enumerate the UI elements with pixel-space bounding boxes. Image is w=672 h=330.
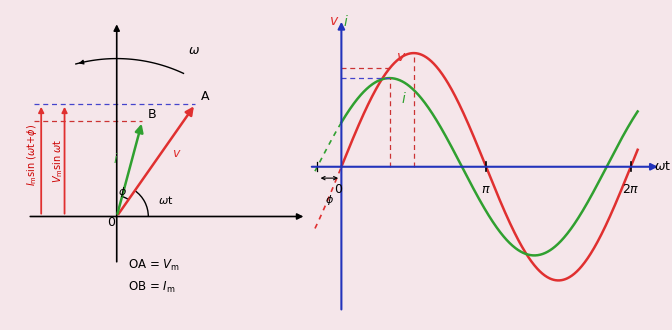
- Text: A: A: [201, 90, 210, 103]
- Text: 0: 0: [107, 216, 115, 229]
- Text: $V_{\rm m}\sin\,\omega$t: $V_{\rm m}\sin\,\omega$t: [51, 138, 65, 182]
- Text: $\phi$: $\phi$: [325, 193, 334, 207]
- Text: $\omega$t: $\omega$t: [655, 160, 671, 173]
- Text: OB = $I_{\rm m}$: OB = $I_{\rm m}$: [128, 280, 175, 295]
- Text: $\omega$: $\omega$: [188, 45, 200, 57]
- Text: $\phi$: $\phi$: [118, 184, 127, 199]
- Text: 0: 0: [334, 183, 342, 196]
- Text: $i$: $i$: [401, 91, 407, 106]
- Text: $v$: $v$: [329, 14, 339, 28]
- Text: $\omega$t: $\omega$t: [158, 194, 173, 206]
- Text: $i$: $i$: [343, 14, 348, 29]
- Text: $2\pi$: $2\pi$: [622, 183, 640, 196]
- Text: B: B: [148, 108, 157, 121]
- Text: $\pi$: $\pi$: [481, 183, 491, 196]
- Text: $I_{\rm m}\sin\,(\omega$t$+\phi)$: $I_{\rm m}\sin\,(\omega$t$+\phi)$: [25, 123, 38, 186]
- Text: $v$: $v$: [172, 147, 181, 160]
- Text: $i$: $i$: [113, 152, 118, 166]
- Text: OA = $V_{\rm m}$: OA = $V_{\rm m}$: [128, 258, 179, 273]
- Text: $v$: $v$: [396, 50, 406, 64]
